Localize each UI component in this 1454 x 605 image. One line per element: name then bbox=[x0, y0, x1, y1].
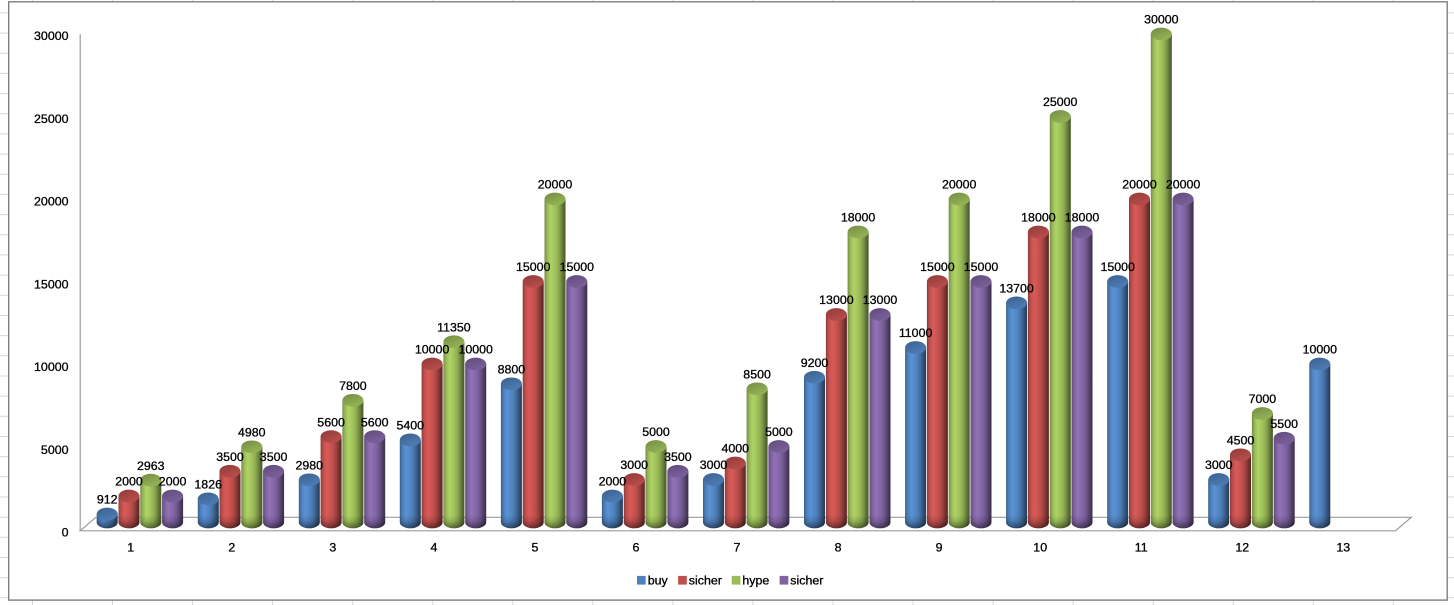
svg-text:20000: 20000 bbox=[942, 178, 977, 192]
svg-text:10000: 10000 bbox=[1303, 343, 1338, 357]
svg-text:8800: 8800 bbox=[498, 363, 526, 377]
svg-text:15000: 15000 bbox=[920, 260, 955, 274]
svg-text:sicher: sicher bbox=[689, 573, 722, 587]
svg-text:buy: buy bbox=[648, 573, 669, 587]
svg-text:20000: 20000 bbox=[34, 195, 69, 209]
svg-text:12: 12 bbox=[1235, 540, 1249, 554]
svg-text:25000: 25000 bbox=[1043, 95, 1078, 109]
svg-text:18000: 18000 bbox=[841, 211, 876, 225]
svg-text:30000: 30000 bbox=[1144, 13, 1179, 27]
svg-text:18000: 18000 bbox=[1065, 211, 1100, 225]
svg-text:15000: 15000 bbox=[560, 260, 595, 274]
svg-text:15000: 15000 bbox=[34, 277, 69, 291]
svg-text:3500: 3500 bbox=[664, 450, 692, 464]
svg-text:5600: 5600 bbox=[361, 415, 389, 429]
svg-text:2980: 2980 bbox=[296, 459, 324, 473]
svg-text:10000: 10000 bbox=[458, 343, 493, 357]
svg-text:4500: 4500 bbox=[1227, 433, 1255, 447]
svg-text:sicher: sicher bbox=[790, 573, 823, 587]
svg-text:15000: 15000 bbox=[964, 260, 999, 274]
svg-text:15000: 15000 bbox=[516, 260, 551, 274]
svg-text:20000: 20000 bbox=[538, 178, 573, 192]
svg-text:3500: 3500 bbox=[260, 450, 288, 464]
svg-text:1826: 1826 bbox=[194, 478, 222, 492]
svg-text:3: 3 bbox=[329, 540, 336, 554]
svg-text:8500: 8500 bbox=[743, 367, 771, 381]
svg-text:4980: 4980 bbox=[238, 426, 266, 440]
svg-text:10000: 10000 bbox=[34, 360, 69, 374]
svg-text:2000: 2000 bbox=[599, 475, 627, 489]
svg-text:11350: 11350 bbox=[437, 320, 471, 334]
svg-text:4: 4 bbox=[430, 540, 437, 554]
svg-text:5600: 5600 bbox=[317, 415, 345, 429]
svg-text:2: 2 bbox=[228, 540, 235, 554]
svg-text:13000: 13000 bbox=[819, 293, 854, 307]
svg-text:7000: 7000 bbox=[1249, 392, 1277, 406]
svg-text:9: 9 bbox=[936, 540, 943, 554]
svg-text:25000: 25000 bbox=[34, 112, 69, 126]
svg-text:18000: 18000 bbox=[1021, 211, 1056, 225]
svg-text:912: 912 bbox=[97, 493, 118, 507]
svg-text:10000: 10000 bbox=[415, 343, 450, 357]
svg-text:5400: 5400 bbox=[397, 419, 425, 433]
svg-text:6: 6 bbox=[633, 540, 640, 554]
svg-text:11000: 11000 bbox=[899, 326, 933, 340]
svg-text:2000: 2000 bbox=[115, 475, 143, 489]
svg-text:5000: 5000 bbox=[765, 425, 793, 439]
svg-text:5000: 5000 bbox=[41, 443, 69, 457]
svg-text:1: 1 bbox=[127, 540, 134, 554]
svg-text:7800: 7800 bbox=[339, 379, 367, 393]
svg-text:15000: 15000 bbox=[1100, 260, 1135, 274]
svg-text:hype: hype bbox=[742, 573, 769, 587]
svg-text:20000: 20000 bbox=[1122, 178, 1157, 192]
svg-text:30000: 30000 bbox=[34, 29, 69, 43]
svg-text:10: 10 bbox=[1033, 540, 1047, 554]
svg-text:2000: 2000 bbox=[159, 475, 187, 489]
svg-text:5000: 5000 bbox=[642, 425, 670, 439]
svg-text:3000: 3000 bbox=[1205, 458, 1233, 472]
svg-text:0: 0 bbox=[62, 526, 69, 540]
svg-text:4000: 4000 bbox=[722, 442, 750, 456]
svg-text:9200: 9200 bbox=[801, 356, 829, 370]
svg-text:5: 5 bbox=[531, 540, 538, 554]
svg-text:5500: 5500 bbox=[1270, 417, 1298, 431]
svg-text:8: 8 bbox=[835, 540, 842, 554]
svg-text:13000: 13000 bbox=[863, 293, 898, 307]
svg-text:2963: 2963 bbox=[137, 459, 165, 473]
svg-text:3500: 3500 bbox=[216, 450, 244, 464]
svg-text:13700: 13700 bbox=[999, 282, 1034, 296]
svg-text:3000: 3000 bbox=[700, 458, 728, 472]
svg-text:3000: 3000 bbox=[620, 458, 648, 472]
svg-text:13: 13 bbox=[1336, 540, 1350, 554]
svg-text:7: 7 bbox=[734, 540, 741, 554]
svg-text:20000: 20000 bbox=[1166, 178, 1201, 192]
svg-text:11: 11 bbox=[1135, 540, 1148, 554]
